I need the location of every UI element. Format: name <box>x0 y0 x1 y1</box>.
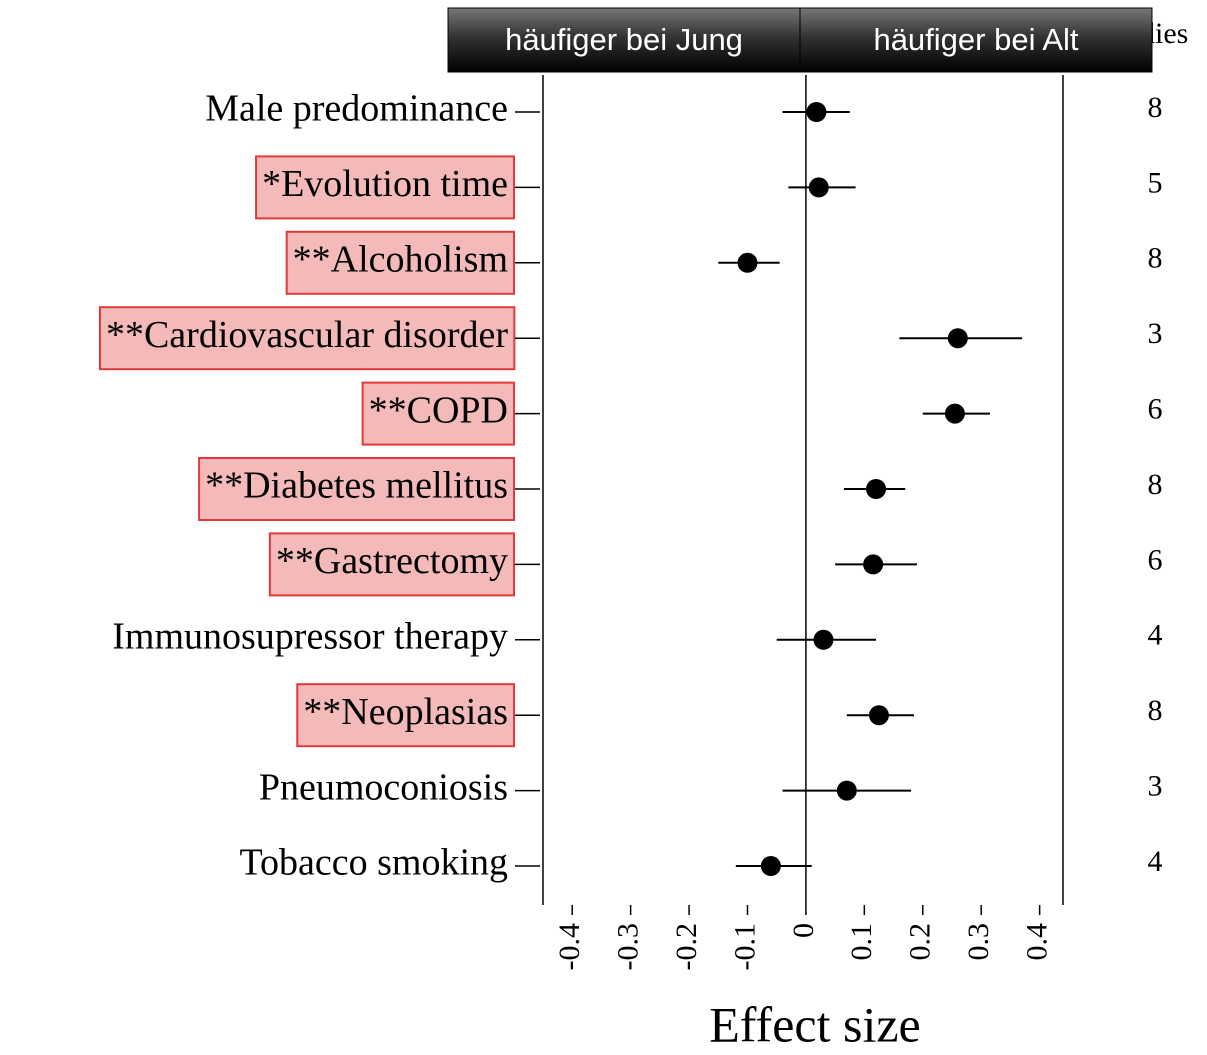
x-axis-title: Effect size <box>709 996 920 1052</box>
point <box>866 479 887 499</box>
x-tick-label: -0.4 <box>553 923 586 971</box>
point <box>737 252 758 273</box>
point <box>813 629 834 650</box>
highlight-box <box>268 532 515 597</box>
banner-label: häufiger bei Alt <box>873 22 1078 57</box>
highlight-box <box>198 457 515 521</box>
studies-count: 3 <box>1148 769 1163 802</box>
y-tick-label: Immunosupressor therapy <box>112 616 508 658</box>
point <box>806 102 827 122</box>
x-tick-label: -0.1 <box>728 923 761 971</box>
x-tick-label: 0.1 <box>845 923 878 961</box>
studies-count: 8 <box>1148 468 1163 501</box>
point <box>947 328 968 349</box>
y-tick-label: **Neoplasias <box>303 691 508 733</box>
studies-count: 6 <box>1148 543 1163 576</box>
y-tick-label: *Evolution time <box>262 163 508 205</box>
banner <box>447 7 801 73</box>
studies-count: 3 <box>1148 317 1163 350</box>
highlight-box <box>361 381 515 446</box>
y-tick-label: **Alcoholism <box>293 239 508 281</box>
y-tick-label: Tobacco smoking <box>239 842 508 884</box>
x-tick-label: 0 <box>787 923 820 938</box>
y-tick-label: Pneumoconiosis <box>259 766 508 808</box>
highlight-box <box>285 230 515 295</box>
y-tick-label: **Cardiovascular disorder <box>106 314 508 356</box>
x-tick-label: -0.3 <box>612 923 645 971</box>
banner <box>799 7 1153 73</box>
y-tick-label: **COPD <box>369 389 508 431</box>
studies-count: 4 <box>1148 845 1163 878</box>
y-tick-label: **Diabetes mellitus <box>205 465 508 507</box>
point <box>863 554 884 575</box>
x-tick-label: 0.2 <box>904 923 937 961</box>
point <box>836 780 857 801</box>
point <box>868 705 889 726</box>
studies-count: 8 <box>1148 694 1163 727</box>
highlight-box <box>98 306 516 371</box>
highlight-box <box>296 683 515 748</box>
point <box>944 403 965 424</box>
x-tick-label: -0.2 <box>670 923 703 971</box>
point <box>760 856 781 876</box>
point <box>808 177 829 198</box>
studies-count: 8 <box>1148 91 1163 124</box>
studies-count: 5 <box>1148 166 1163 199</box>
x-tick-label: 0.4 <box>1021 923 1054 961</box>
highlight-box <box>255 155 515 220</box>
y-tick-label: **Gastrectomy <box>276 540 508 582</box>
banner-label: häufiger bei Jung <box>505 22 743 57</box>
x-tick-label: 0.3 <box>962 923 995 961</box>
studies-count: 8 <box>1148 242 1163 275</box>
y-tick-label: Male predominance <box>205 88 508 130</box>
studies-count: 6 <box>1148 392 1163 425</box>
studies-count: 4 <box>1148 619 1163 652</box>
